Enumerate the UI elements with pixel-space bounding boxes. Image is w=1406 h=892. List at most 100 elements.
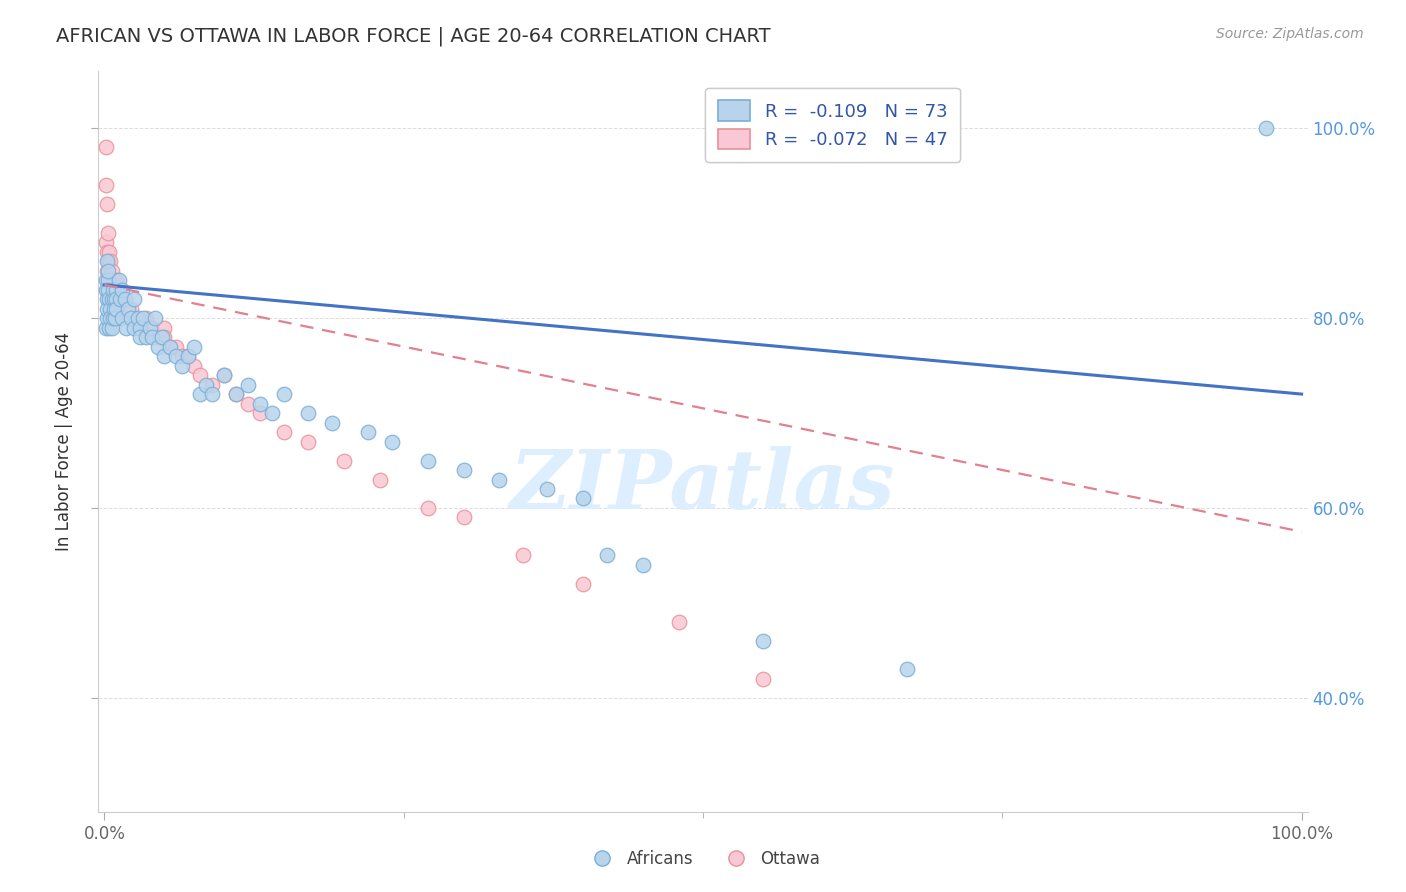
Point: [273, 425, 295, 439]
Point: [177, 349, 200, 363]
Point: [100, 263, 122, 277]
Point: [132, 311, 155, 326]
Point: [103, 301, 125, 316]
Point: [105, 273, 128, 287]
Point: [97, 283, 120, 297]
Legend: Africans, Ottawa: Africans, Ottawa: [579, 844, 827, 875]
Point: [572, 491, 595, 506]
Point: [297, 434, 319, 449]
Point: [96, 311, 118, 326]
Y-axis label: In Labor Force | Age 20-64: In Labor Force | Age 20-64: [55, 332, 73, 551]
Point: [111, 311, 134, 326]
Point: [488, 473, 510, 487]
Point: [201, 387, 224, 401]
Point: [143, 311, 166, 326]
Point: [115, 320, 138, 334]
Point: [98, 273, 121, 287]
Point: [368, 473, 391, 487]
Text: Source: ZipAtlas.com: Source: ZipAtlas.com: [1216, 27, 1364, 41]
Point: [172, 349, 194, 363]
Point: [153, 349, 176, 363]
Point: [97, 273, 120, 287]
Point: [124, 320, 146, 334]
Point: [111, 283, 134, 297]
Point: [94, 273, 117, 287]
Point: [98, 292, 121, 306]
Point: [159, 340, 181, 354]
Point: [100, 320, 122, 334]
Point: [111, 292, 134, 306]
Point: [165, 340, 187, 354]
Legend: R =  -0.109   N = 73, R =  -0.072   N = 47: R = -0.109 N = 73, R = -0.072 N = 47: [704, 87, 960, 162]
Point: [100, 292, 122, 306]
Point: [212, 368, 235, 383]
Point: [124, 311, 146, 326]
Point: [97, 226, 120, 240]
Point: [572, 577, 595, 591]
Point: [100, 311, 122, 326]
Point: [183, 340, 205, 354]
Text: ZIPatlas: ZIPatlas: [510, 446, 896, 526]
Point: [159, 340, 181, 354]
Point: [107, 283, 129, 297]
Point: [273, 387, 295, 401]
Point: [536, 482, 558, 496]
Point: [236, 396, 259, 410]
Point: [124, 292, 146, 306]
Point: [212, 368, 235, 383]
Point: [1254, 121, 1277, 136]
Point: [101, 311, 124, 326]
Point: [141, 320, 163, 334]
Point: [416, 453, 439, 467]
Point: [150, 330, 173, 344]
Point: [107, 273, 129, 287]
Point: [94, 178, 117, 193]
Point: [752, 633, 775, 648]
Point: [135, 311, 157, 326]
Point: [195, 377, 218, 392]
Point: [631, 558, 654, 572]
Point: [260, 406, 283, 420]
Point: [333, 453, 356, 467]
Point: [225, 387, 247, 401]
Point: [103, 292, 125, 306]
Point: [96, 292, 118, 306]
Point: [101, 283, 124, 297]
Point: [165, 349, 187, 363]
Point: [141, 330, 163, 344]
Point: [98, 244, 121, 259]
Point: [236, 377, 259, 392]
Point: [183, 359, 205, 373]
Point: [115, 301, 138, 316]
Point: [94, 283, 117, 297]
Point: [105, 292, 128, 306]
Point: [172, 359, 194, 373]
Point: [752, 672, 775, 686]
Point: [153, 320, 176, 334]
Point: [120, 311, 142, 326]
Point: [94, 140, 117, 154]
Point: [94, 320, 117, 334]
Point: [225, 387, 247, 401]
Point: [135, 330, 157, 344]
Point: [96, 244, 118, 259]
Point: [129, 320, 152, 334]
Point: [98, 320, 121, 334]
Point: [114, 292, 136, 306]
Point: [188, 368, 211, 383]
Point: [94, 235, 117, 250]
Point: [381, 434, 404, 449]
Point: [453, 463, 475, 477]
Point: [416, 500, 439, 515]
Point: [101, 273, 124, 287]
Point: [127, 311, 149, 326]
Point: [188, 387, 211, 401]
Point: [596, 549, 619, 563]
Text: AFRICAN VS OTTAWA IN LABOR FORCE | AGE 20-64 CORRELATION CHART: AFRICAN VS OTTAWA IN LABOR FORCE | AGE 2…: [56, 27, 770, 46]
Point: [129, 320, 152, 334]
Point: [249, 406, 271, 420]
Point: [177, 349, 200, 363]
Point: [153, 330, 176, 344]
Point: [896, 662, 918, 676]
Point: [668, 615, 690, 629]
